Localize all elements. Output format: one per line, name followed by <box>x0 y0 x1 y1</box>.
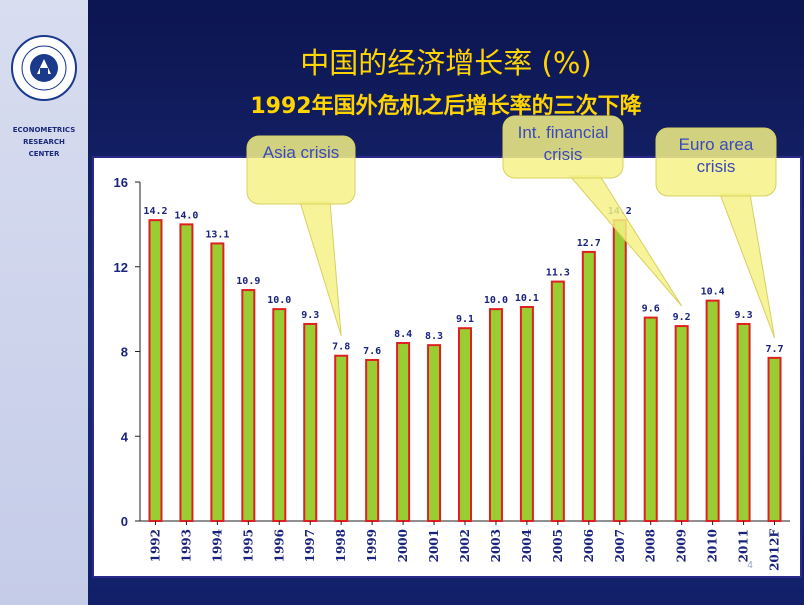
callout-intl-financial-crisis: Int. financial crisis <box>502 115 683 307</box>
data-label-1996: 10.0 <box>267 295 291 306</box>
data-label-2009: 9.2 <box>673 312 691 323</box>
x-tick-label-1992: 1992 <box>148 529 162 562</box>
callout-text-line: crisis <box>697 157 736 176</box>
bar-1999 <box>365 358 380 522</box>
bar-2004 <box>519 306 534 522</box>
data-label-1997: 9.3 <box>301 310 319 321</box>
callout-box <box>655 127 777 197</box>
slide-title: 中国的经济增长率 (%) <box>300 46 592 80</box>
bar-1997 <box>303 322 318 522</box>
callout-text-line: crisis <box>544 145 583 164</box>
bar-1992 <box>148 219 163 522</box>
callout-euro-area-crisis: Euro area crisis <box>655 127 777 339</box>
x-tick-label-2007: 2007 <box>613 529 627 562</box>
x-tick-label-2002: 2002 <box>458 529 472 562</box>
x-tick-label-2011: 2011 <box>737 529 751 562</box>
bar-2006 <box>581 250 596 522</box>
x-tick-label-1995: 1995 <box>241 529 255 562</box>
callout-asia-crisis: Asia crisis <box>246 135 356 336</box>
x-tick-label-2000: 2000 <box>396 529 410 562</box>
bar-2001 <box>427 344 442 522</box>
bar-2009 <box>674 325 689 523</box>
research-center-name: ECONOMETRICS RESEARCH CENTER <box>12 126 76 158</box>
bar-1995 <box>241 289 256 522</box>
data-label-2011: 9.3 <box>735 310 753 321</box>
data-label-2005: 11.3 <box>546 268 570 279</box>
x-tick-label-1999: 1999 <box>365 529 379 562</box>
data-label-2010: 10.4 <box>701 287 725 298</box>
x-tick-label-2005: 2005 <box>551 529 565 562</box>
bar-2003 <box>488 308 503 522</box>
y-tick-label: 16 <box>114 175 128 190</box>
x-tick-label-2008: 2008 <box>644 529 658 562</box>
x-tick-label-1996: 1996 <box>272 529 286 562</box>
sidebar: ECONOMETRICS RESEARCH CENTER <box>0 0 88 605</box>
x-tick-label-2009: 2009 <box>675 529 689 562</box>
x-tick-label-1998: 1998 <box>334 529 348 562</box>
data-label-2001: 8.3 <box>425 331 443 342</box>
bar-2005 <box>550 280 565 522</box>
bar-2011 <box>736 322 751 522</box>
callout-text-line: Int. financial <box>518 123 609 142</box>
plot-area <box>92 156 802 578</box>
bar-2000 <box>396 342 411 522</box>
x-tick-label-2010: 2010 <box>706 529 720 562</box>
x-tick-label-1994: 1994 <box>210 529 224 562</box>
y-tick-label: 0 <box>121 514 128 529</box>
bar-1994 <box>210 242 225 522</box>
slide-subtitle: 1992年国外危机之后增长率的三次下降 <box>250 94 642 119</box>
data-label-2012F: 7.7 <box>765 344 783 355</box>
bar-2002 <box>458 327 472 522</box>
x-tick-label-2003: 2003 <box>489 529 503 562</box>
x-tick-label-1993: 1993 <box>179 529 193 562</box>
callout-text-line: Asia crisis <box>263 143 340 162</box>
callout-text-line: Euro area <box>679 135 754 154</box>
y-tick-label: 4 <box>121 429 129 444</box>
data-label-2008: 9.6 <box>642 304 660 315</box>
bar-1998 <box>334 354 349 522</box>
bar-1996 <box>272 308 287 522</box>
data-label-1992: 14.2 <box>143 206 167 217</box>
data-label-1994: 13.1 <box>205 229 229 240</box>
y-tick-label: 12 <box>114 260 128 275</box>
data-label-2006: 12.7 <box>577 238 601 249</box>
bar-2008 <box>643 316 658 522</box>
academy-logo <box>11 35 77 101</box>
data-label-1998: 7.8 <box>332 342 350 353</box>
data-label-2004: 10.1 <box>515 293 539 304</box>
callout-box <box>246 135 356 205</box>
data-label-2000: 8.4 <box>394 329 412 340</box>
page-number: 4 <box>747 560 753 571</box>
data-label-2003: 10.0 <box>484 295 508 306</box>
bar-2012F <box>767 356 782 523</box>
x-tick-label-2004: 2004 <box>520 529 534 562</box>
data-label-2002: 9.1 <box>456 314 474 325</box>
bar-1993 <box>179 223 194 522</box>
data-label-1995: 10.9 <box>236 276 260 287</box>
x-tick-label-1997: 1997 <box>303 529 317 562</box>
x-tick-label-2006: 2006 <box>582 529 596 562</box>
bar-2007 <box>612 219 627 522</box>
x-tick-label-2012F: 2012F <box>768 529 782 571</box>
data-label-1999: 7.6 <box>363 346 381 357</box>
y-tick-label: 8 <box>121 345 128 360</box>
data-label-1993: 14.0 <box>174 210 198 221</box>
bar-2010 <box>705 299 720 522</box>
callout-box <box>502 115 624 179</box>
x-tick-label-2001: 2001 <box>427 529 441 562</box>
